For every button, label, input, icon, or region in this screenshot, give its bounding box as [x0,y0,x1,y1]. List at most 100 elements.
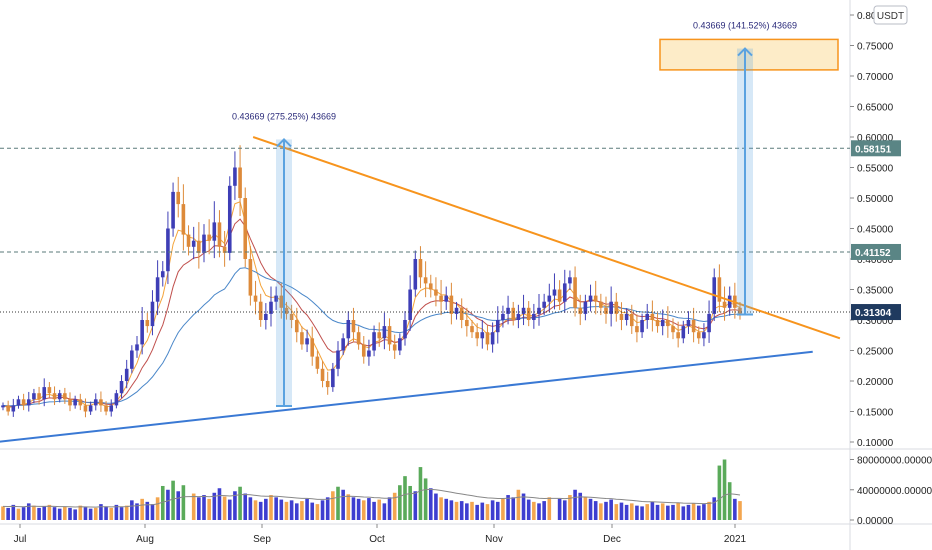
candle-body [93,399,98,406]
volume-bar [640,506,644,520]
volume-bar [691,503,696,520]
price-axis[interactable]: 0.10000 0.15000 0.20000 0.25000 0.30000 0.350… [850,11,932,527]
volume-bar [284,501,289,520]
time-tick-label: Aug [136,534,154,545]
volume-bar [588,498,593,520]
volume-bar [124,505,129,520]
volume-bar [660,503,665,520]
price-tick-label: 0.75000 [857,42,894,53]
volume-bar [439,497,443,520]
candle-body [480,332,485,339]
volume-bar [434,493,438,520]
volume-bar [88,508,93,520]
candle-body [722,301,727,308]
candle-body [645,313,650,320]
volume-bar [398,485,402,520]
time-tick-label: Jul [14,534,27,545]
currency-badge[interactable]: USDT [873,5,908,25]
candle-body [160,271,165,278]
volume-bar [583,497,588,520]
time-axis[interactable]: Jul Aug Sep Oct Nov Dec 2021 [14,524,747,545]
candle-body [212,222,217,241]
volume-pane [1,459,742,520]
candle-body [557,289,562,302]
candle-body [269,301,273,314]
volume-bar [619,502,624,520]
measurement-arrow-head [737,47,753,57]
candle-body [130,350,134,369]
volume-bar [42,506,47,520]
volume-bar [655,504,660,520]
volume-bar [279,499,284,520]
price-tick-label: 0.35000 [857,286,894,297]
drawings[interactable]: 0.43669 (275.25%) 43669 0.43669 (141.52%)… [0,21,850,443]
candle-body [21,399,26,406]
candle-body [511,307,516,320]
volume-bar [562,500,567,520]
candle-body [532,313,536,320]
volume-bar [403,476,407,520]
volume-bar [465,503,469,520]
currency-badge-box[interactable] [873,5,908,25]
volume-bar [738,501,742,520]
time-tick-label: Sep [253,534,271,545]
volume-bar [593,501,598,520]
volume-bar [238,486,242,520]
volume-bar [11,504,16,520]
candle-body [547,295,552,302]
candle-body [454,307,459,314]
volume-bar [459,501,464,520]
volume-bar [191,493,196,520]
candle-body [423,277,428,284]
candle-body [578,307,583,314]
candle-body [459,307,464,320]
candle-body [444,295,449,302]
volume-bar [372,501,376,520]
volume-bar [109,507,114,520]
price-tick-label: 0.40000 [857,255,894,266]
candle-body [495,320,500,333]
candle-body [614,301,619,314]
volume-bar [1,506,5,520]
candle-body [516,313,521,320]
volume-bar [367,498,371,520]
volume-bar [68,507,72,520]
volume-bar [227,499,232,520]
candle-body [361,344,366,357]
volume-bar [217,488,222,520]
volume-bar [511,497,516,520]
candle-body [387,326,392,345]
candle-body [629,313,634,327]
candle-body [248,259,253,296]
candle-body [258,301,263,320]
volume-bar [666,505,670,520]
volume-bar [73,509,77,520]
candle-body [619,313,624,320]
volume-bar [140,498,144,520]
volume-bar [521,493,526,520]
volume-bar [160,485,165,520]
volume-bar [470,501,474,520]
candle-body [197,240,201,253]
volume-bar [63,506,67,520]
ema-fast-line [2,201,741,409]
last-price-badge [851,304,901,321]
volume-bar [547,497,552,520]
volume-bar [222,496,227,520]
volume-bar [387,497,392,520]
candle-body [351,320,356,333]
volume-bar [181,485,186,520]
volume-bar [506,495,510,520]
target-zone-box [659,38,839,71]
volume-bar [722,459,727,520]
moving-averages [2,201,741,409]
candle-body [341,338,345,351]
candle-body [238,167,242,198]
volume-bar [696,505,701,520]
volume-bar [289,500,294,520]
price-tick-label: 0.70000 [857,72,894,83]
volume-bar [614,504,619,520]
candle-body [99,399,103,406]
volume-bar [93,507,98,520]
